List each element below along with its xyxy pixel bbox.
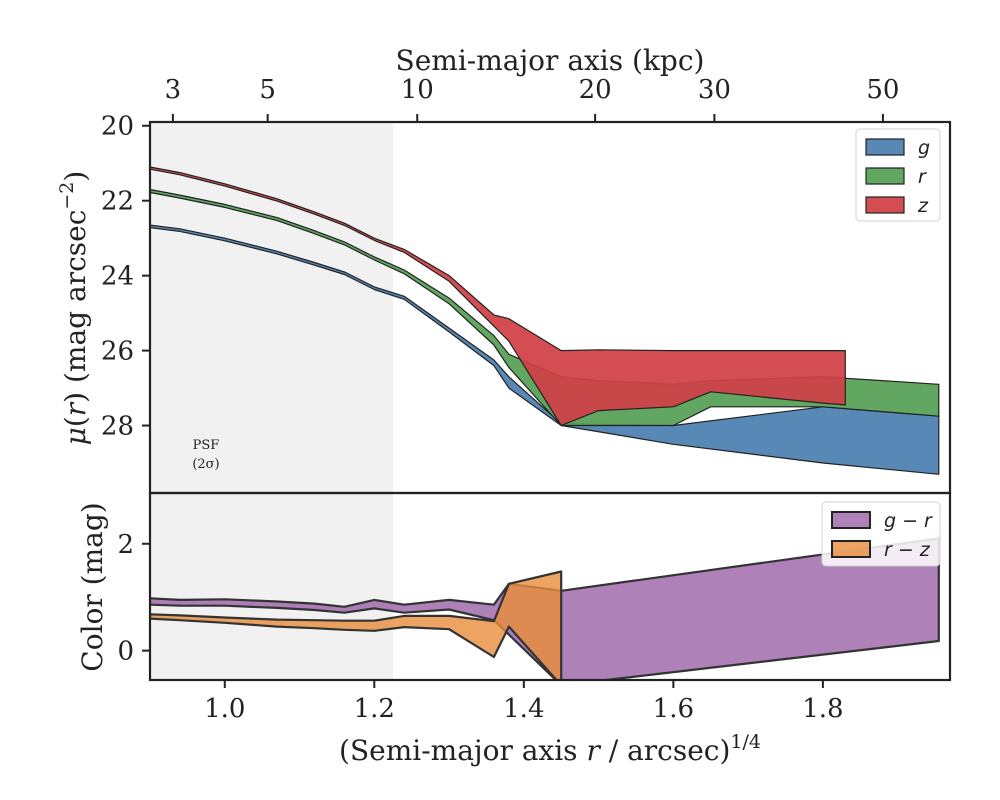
y-tick-label: 20 xyxy=(101,112,134,142)
color-y-tick-label: 2 xyxy=(117,530,134,560)
band-r-z xyxy=(150,570,563,680)
x-tick-label: 1.0 xyxy=(204,694,245,724)
y-axis-title-r: r xyxy=(59,401,92,416)
y-axis-title-exponent: −2 xyxy=(56,182,78,210)
psf-label-line2: (2σ) xyxy=(192,457,219,472)
x-tick-label: 1.2 xyxy=(354,694,395,724)
surface-brightness-bands xyxy=(150,166,940,475)
legend-label-g: g xyxy=(918,137,930,159)
legend-swatch-z xyxy=(865,196,905,214)
top-x-tick-label: 30 xyxy=(698,75,731,105)
psf-shaded-region xyxy=(150,122,393,493)
psf-shaded-region-bottom xyxy=(150,493,393,680)
legend-label-r: r xyxy=(918,166,927,188)
legend-top: grz xyxy=(855,128,941,222)
band-z xyxy=(150,166,846,427)
top-x-tick-label: 20 xyxy=(579,75,612,105)
legend-label-g-r: g − r xyxy=(884,510,933,532)
top-x-tick-label: 5 xyxy=(259,75,276,105)
color-bands xyxy=(150,537,940,680)
y-tick-label: 22 xyxy=(101,187,134,217)
x-axis-title-exponent: 1/4 xyxy=(730,731,761,753)
x-tick-label: 1.4 xyxy=(503,694,544,724)
y-tick-label: 28 xyxy=(101,412,134,442)
y-axis-title-top: μ(r) (mag arcsec−2) xyxy=(56,171,92,446)
x-tick-label: 1.8 xyxy=(802,694,843,724)
legend-swatch-r-z xyxy=(831,540,871,558)
legend-bottom: g − r r − z xyxy=(821,501,941,567)
y-axis-title-bottom: Color (mag) xyxy=(76,502,109,671)
psf-label-line1: PSF xyxy=(193,438,220,453)
y-axis-title-mu: μ xyxy=(59,427,92,445)
y-axis-title-close: ) xyxy=(59,171,92,182)
legend-swatch-g-r xyxy=(831,511,871,529)
band-g xyxy=(150,224,940,475)
y-tick-label: 26 xyxy=(101,337,134,367)
axis-ticks: 1.0 1.2 1.4 1.6 1.8 3 5 10 20 30 50 20 22 24 26 28 0 2 xyxy=(101,75,900,724)
top-x-tick-label: 50 xyxy=(866,75,899,105)
x-axis-title-r: r xyxy=(586,734,601,767)
legend-label-z: z xyxy=(917,195,929,217)
legend-swatch-g xyxy=(865,138,905,156)
legend-label-r-z: r − z xyxy=(884,539,931,561)
x-tick-label: 1.6 xyxy=(653,694,694,724)
legend-swatch-r xyxy=(865,167,905,185)
bottom-panel-frame xyxy=(148,491,952,682)
top-x-tick-label: 10 xyxy=(401,75,434,105)
x-axis-title: (Semi-major axis r / arcsec)1/4 xyxy=(339,731,761,767)
top-x-tick-label: 3 xyxy=(165,75,182,105)
top-axis-title: Semi-major axis (kpc) xyxy=(396,44,705,77)
y-tick-label: 24 xyxy=(101,262,134,292)
color-y-tick-label: 0 xyxy=(117,637,134,667)
